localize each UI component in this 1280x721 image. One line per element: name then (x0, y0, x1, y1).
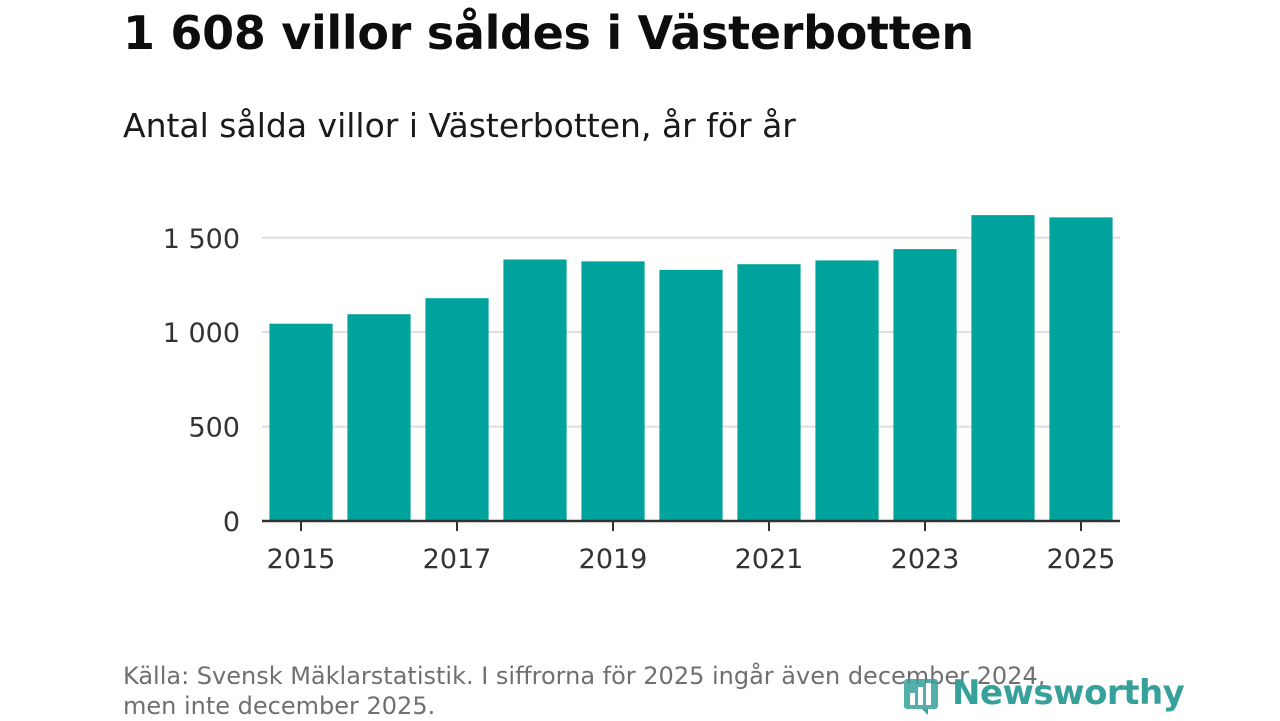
bar-2017 (425, 298, 489, 521)
chart-title: 1 608 villor såldes i Västerbotten (123, 6, 974, 60)
x-tick-label: 2023 (891, 544, 960, 575)
x-tick-label: 2015 (267, 544, 336, 575)
bar-2022 (815, 260, 879, 521)
bar-2019 (581, 261, 645, 521)
y-tick-label: 0 (223, 507, 240, 538)
y-tick-label: 1 000 (163, 318, 240, 349)
x-tick-label: 2017 (423, 544, 492, 575)
bar-2018 (503, 259, 567, 521)
x-tick-label: 2019 (579, 544, 648, 575)
bar-chart-logo-icon (904, 679, 938, 715)
source-line-2: men inte december 2025. (123, 692, 436, 720)
source-line-1: Källa: Svensk Mäklarstatistik. I siffror… (123, 662, 1046, 690)
bar-2016 (347, 314, 411, 521)
brand-name: Newsworthy (952, 673, 1185, 713)
newsworthy-logo: Newsworthy (902, 668, 1185, 718)
bar-2020 (659, 269, 723, 521)
y-tick-label: 1 500 (163, 224, 240, 255)
x-tick-label: 2025 (1047, 544, 1116, 575)
bar-2024 (971, 215, 1035, 521)
bar-2023 (893, 249, 957, 521)
bar-2025 (1049, 217, 1113, 521)
bar-2015 (269, 323, 333, 521)
x-tick-label: 2021 (735, 544, 804, 575)
y-tick-label: 500 (188, 413, 240, 444)
source-note: Källa: Svensk Mäklarstatistik. I siffror… (123, 661, 1123, 721)
bar-2021 (737, 264, 801, 521)
chart-subtitle: Antal sålda villor i Västerbotten, år fö… (123, 106, 796, 145)
